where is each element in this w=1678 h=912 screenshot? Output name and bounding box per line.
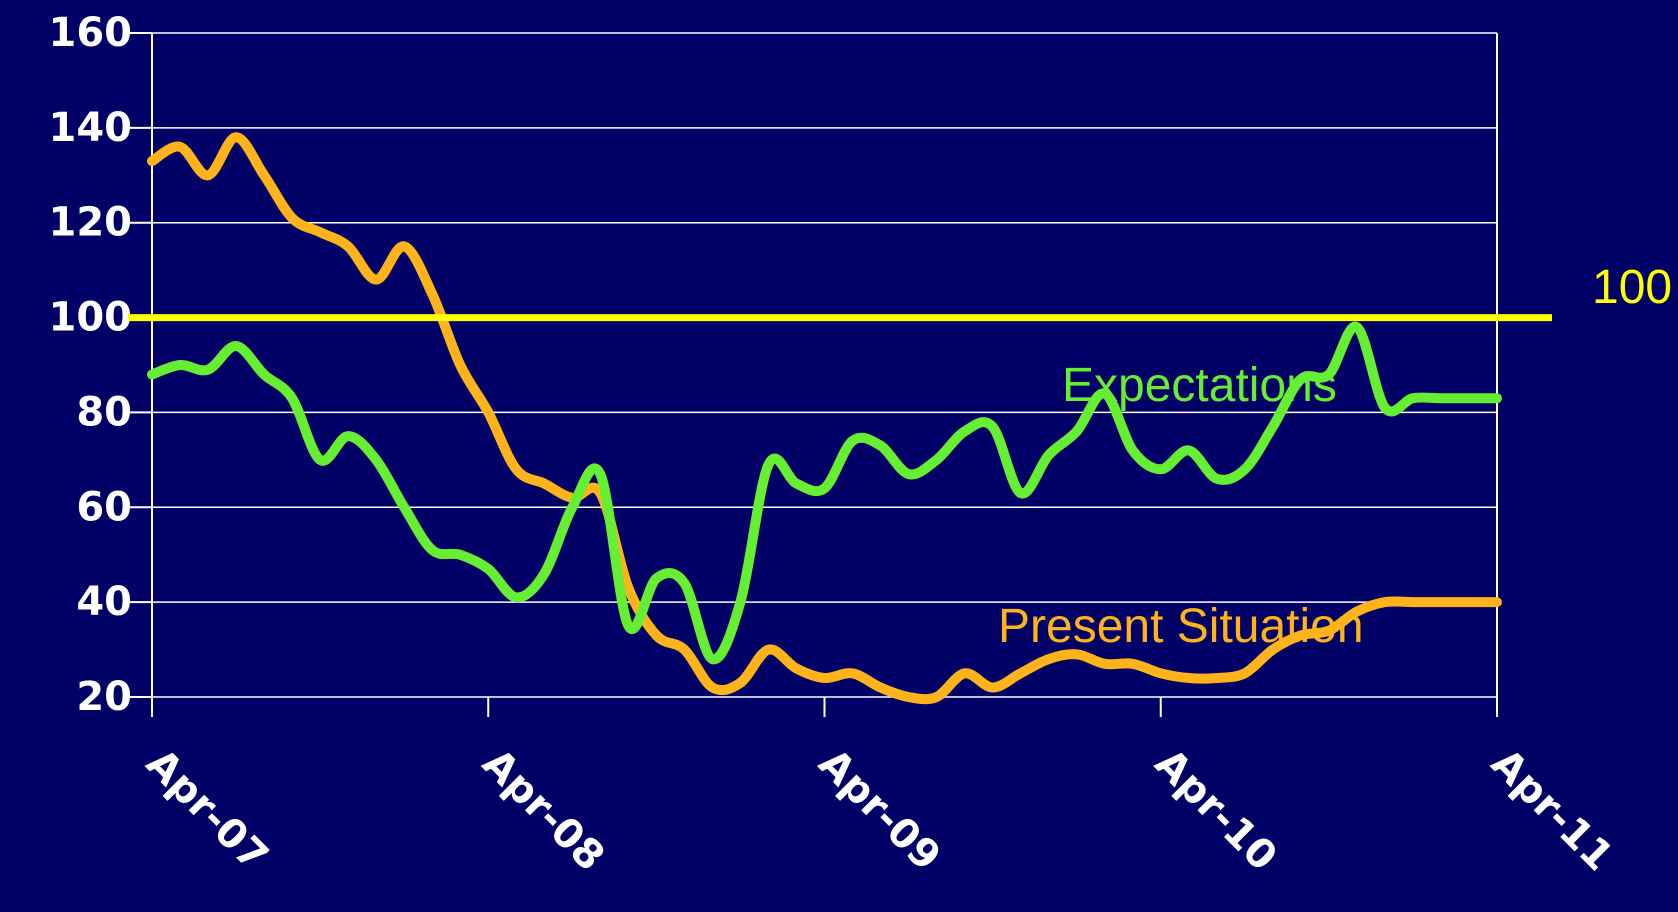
x-tick-label-Apr-07: Apr-07 bbox=[137, 740, 277, 880]
x-tick-label-Apr-08: Apr-08 bbox=[473, 740, 613, 880]
series-label-expectations: Expectations bbox=[1062, 359, 1337, 412]
series-label-present-situation: Present Situation bbox=[998, 600, 1364, 653]
series-line-present-situation bbox=[147, 132, 1502, 705]
x-tick-label-Apr-10: Apr-10 bbox=[1146, 740, 1286, 880]
series-line-expectations bbox=[147, 321, 1502, 665]
y-tick-label-140: 140 bbox=[49, 105, 133, 151]
x-tick-label-Apr-09: Apr-09 bbox=[810, 740, 950, 880]
y-tick-label-20: 20 bbox=[76, 674, 132, 720]
y-tick-label-160: 160 bbox=[49, 10, 133, 56]
x-tick-label-Apr-11: Apr-11 bbox=[1482, 740, 1622, 880]
y-tick-label-120: 120 bbox=[49, 200, 133, 246]
reference-line-label: 100 bbox=[1592, 261, 1672, 314]
y-tick-label-60: 60 bbox=[76, 484, 132, 530]
y-tick-label-40: 40 bbox=[76, 579, 132, 625]
y-tick-label-100: 100 bbox=[49, 295, 133, 341]
y-tick-label-80: 80 bbox=[76, 389, 132, 435]
